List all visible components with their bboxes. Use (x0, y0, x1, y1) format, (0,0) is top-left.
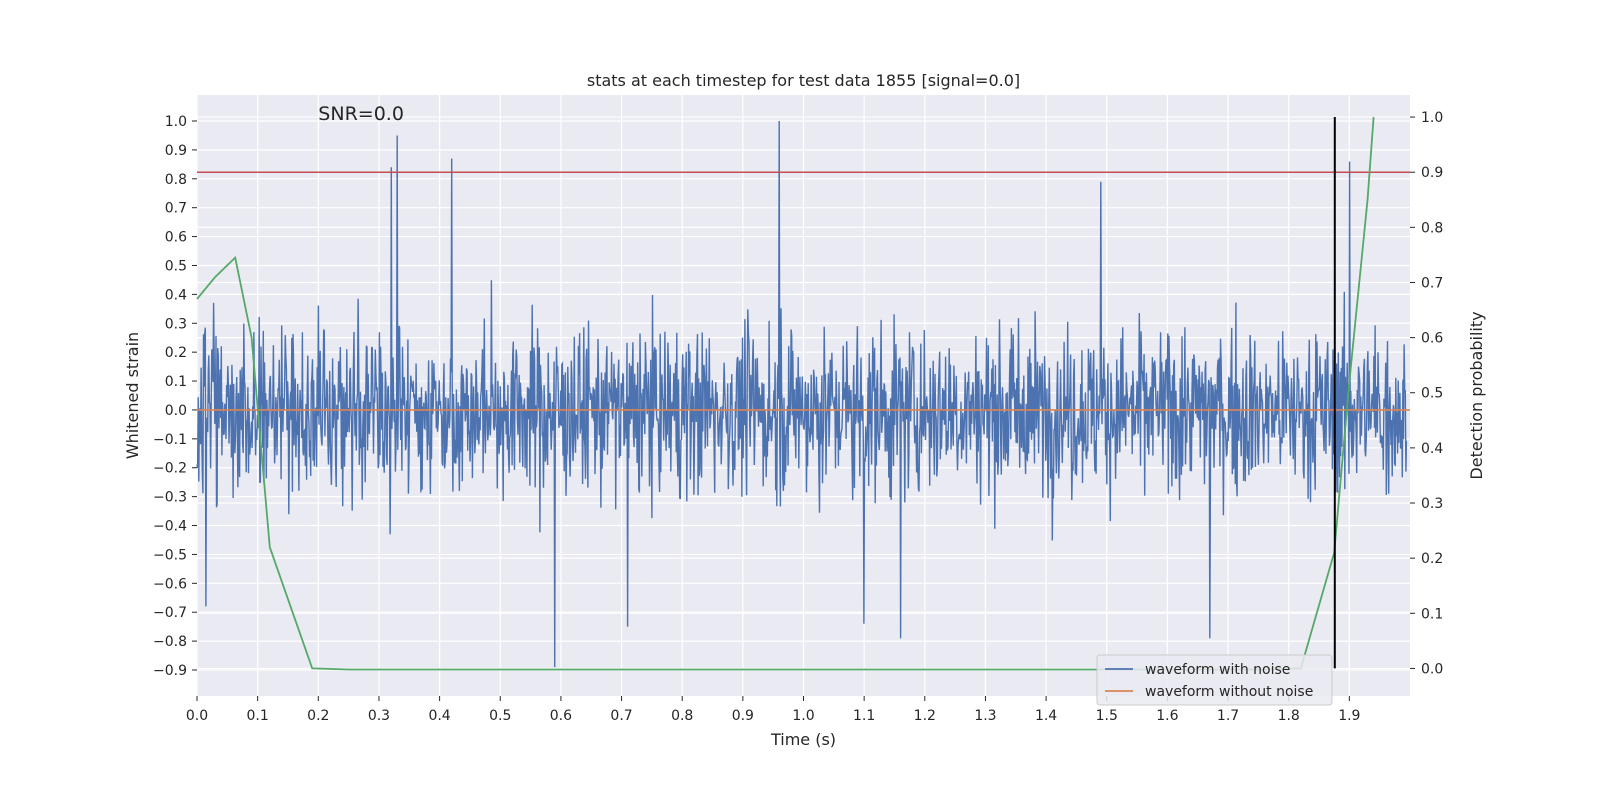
axes: 0.0 0.1 0.2 0.3 0.4 0.5 0.6 0.7 0.8 0.9 1.0 1.1 1.2 1… (153, 110, 1443, 724)
x-tick-label: 1.1 (853, 708, 875, 724)
y-left-tick-label: 0.9 (165, 143, 187, 159)
x-axis-label: Time (s) (770, 730, 836, 749)
y-right-tick-label: 0.2 (1421, 551, 1443, 567)
x-tick-label: 1.3 (974, 708, 996, 724)
y-left-tick-label: −0.6 (153, 576, 187, 592)
x-tick-label: 0.4 (428, 708, 450, 724)
snr-annotation: SNR=0.0 (318, 103, 404, 125)
series-waveform-with-noise (196, 120, 1408, 668)
y-right-tick-label: 1.0 (1421, 110, 1443, 126)
x-tick-label: 0.2 (307, 708, 329, 724)
x-tick-label: 0.9 (732, 708, 754, 724)
y-left-tick-label: −0.8 (153, 634, 187, 650)
y-left-tick-label: 0.4 (165, 287, 187, 303)
y-right-tick-label: 0.4 (1421, 441, 1443, 457)
y-axis-right-label: Detection probability (1467, 311, 1486, 479)
y-left-tick-label: −0.4 (153, 519, 187, 535)
y-left-tick-label: 0.8 (165, 172, 187, 188)
y-left-tick-label: −0.7 (153, 605, 187, 621)
legend: waveform with noise waveform without nois… (1096, 654, 1333, 706)
x-tick-label: 0.7 (610, 708, 632, 724)
y-left-tick-label: 0.1 (165, 374, 187, 390)
x-tick-label: 0.6 (550, 708, 572, 724)
y-right-tick-label: 0.0 (1421, 661, 1443, 677)
y-left-tick-label: 0.7 (165, 201, 187, 217)
y-left-tick-label: −0.3 (153, 490, 187, 506)
x-tick-label: 1.6 (1156, 708, 1178, 724)
y-left-tick-label: −0.2 (153, 461, 187, 477)
x-tick-label: 0.0 (186, 708, 208, 724)
x-tick-label: 0.1 (247, 708, 269, 724)
y-left-tick-label: 1.0 (165, 114, 187, 130)
x-tick-label: 0.8 (671, 708, 693, 724)
y-left-tick-label: −0.5 (153, 547, 187, 563)
legend-box (1096, 654, 1333, 706)
y-right-tick-label: 0.7 (1421, 275, 1443, 291)
legend-label: waveform with noise (1145, 662, 1290, 678)
y-right-tick-label: 0.5 (1421, 386, 1443, 402)
x-tick-label: 1.7 (1217, 708, 1239, 724)
x-tick-label: 1.9 (1338, 708, 1360, 724)
y-right-tick-label: 0.8 (1421, 220, 1443, 236)
x-tick-label: 1.4 (1035, 708, 1057, 724)
y-right-tick-label: 0.3 (1421, 496, 1443, 512)
series-layer (196, 116, 1410, 671)
y-left-tick-label: 0.3 (165, 316, 187, 332)
x-tick-label: 0.3 (368, 708, 390, 724)
x-tick-label: 1.5 (1096, 708, 1118, 724)
x-tick-label: 0.5 (489, 708, 511, 724)
x-tick-label: 1.0 (792, 708, 814, 724)
x-tick-label: 1.2 (914, 708, 936, 724)
y-left-tick-label: 0.6 (165, 230, 187, 246)
y-right-tick-label: 0.9 (1421, 165, 1443, 181)
y-left-tick-label: 0.0 (165, 403, 187, 419)
y-left-tick-label: −0.9 (153, 663, 187, 679)
y-left-tick-label: 0.5 (165, 258, 187, 274)
y-left-tick-label: 0.2 (165, 345, 187, 361)
x-tick-label: 1.8 (1278, 708, 1300, 724)
series-detection-probability (196, 116, 1375, 671)
chart-title: stats at each timestep for test data 185… (587, 71, 1020, 90)
y-left-tick-label: −0.1 (153, 432, 187, 448)
y-right-tick-label: 0.1 (1421, 606, 1443, 622)
y-axis-left-label: Whitened strain (123, 332, 142, 459)
y-right-tick-label: 0.6 (1421, 331, 1443, 347)
legend-label: waveform without noise (1145, 684, 1313, 700)
